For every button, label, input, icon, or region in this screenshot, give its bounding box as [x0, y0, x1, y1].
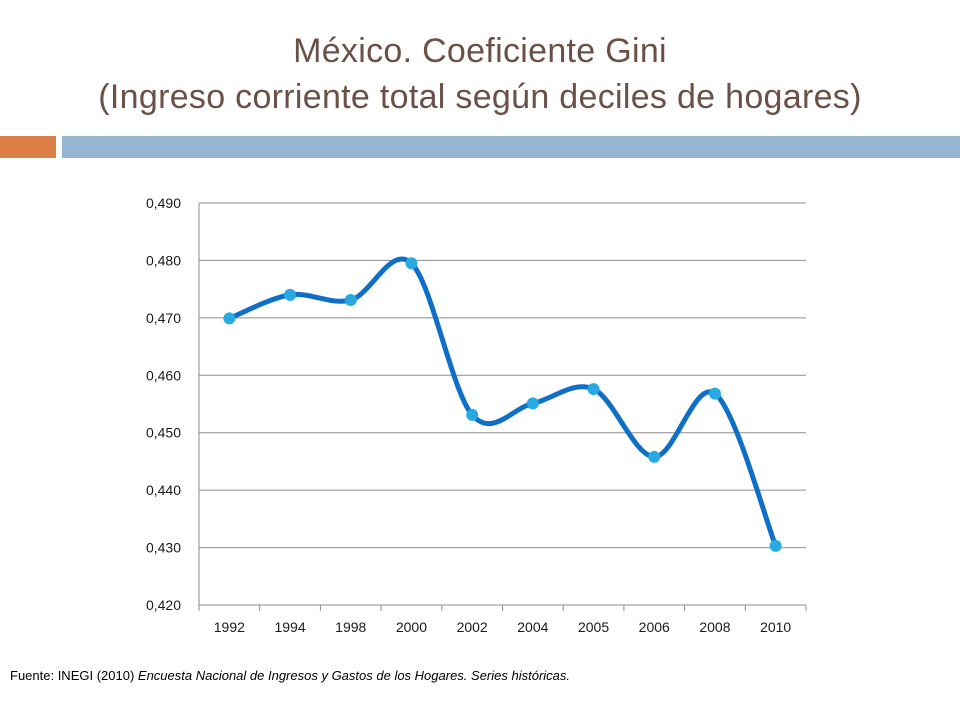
source-prefix: Fuente: INEGI (2010): [10, 668, 138, 683]
accent-bar-orange: [0, 136, 56, 158]
x-tick-label: 2010: [760, 619, 791, 635]
x-axis-tick-labels: 1992 1994 1998 2000 2002 2004 2005 2006 2008 2010: [214, 619, 792, 635]
y-tick-label: 0,470: [146, 310, 181, 326]
y-tick-label: 0,430: [146, 540, 181, 556]
data-point-marker: [405, 257, 418, 270]
gini-series-markers: [223, 257, 782, 552]
data-point-marker: [769, 539, 782, 552]
x-tick-label: 1998: [335, 619, 366, 635]
accent-bar-blue: [62, 136, 960, 158]
x-tick-label: 2004: [517, 619, 548, 635]
x-tick-label: 2002: [457, 619, 488, 635]
data-point-marker: [344, 294, 357, 307]
y-tick-label: 0,490: [146, 195, 181, 211]
data-point-marker: [648, 450, 661, 463]
gini-series-line: [226, 256, 779, 549]
data-point-marker: [587, 383, 600, 396]
source-note: Fuente: INEGI (2010) Encuesta Nacional d…: [10, 668, 570, 683]
x-tick-label: 2008: [699, 619, 730, 635]
source-title: Encuesta Nacional de Ingresos y Gastos d…: [137, 668, 571, 683]
slide-title: México. Coeficiente Gini (Ingreso corrie…: [0, 28, 960, 120]
chart-axes: [198, 203, 807, 611]
data-point-marker: [526, 397, 539, 410]
data-point-marker: [708, 387, 721, 400]
y-tick-label: 0,480: [146, 252, 181, 268]
y-tick-label: 0,450: [146, 425, 181, 441]
title-line-2: (Ingreso corriente total según deciles d…: [98, 78, 862, 116]
y-tick-label: 0,440: [146, 482, 181, 498]
x-tick-label: 2005: [578, 619, 609, 635]
title-line-1: México. Coeficiente Gini: [293, 32, 667, 70]
x-tick-label: 1992: [214, 619, 245, 635]
data-point-marker: [223, 312, 236, 325]
data-point-marker: [284, 288, 297, 301]
data-point-marker: [466, 408, 479, 421]
x-tick-label: 1994: [274, 619, 305, 635]
chart-gridlines: [199, 202, 806, 549]
x-tick-label: 2006: [639, 619, 670, 635]
y-tick-label: 0,420: [146, 597, 181, 613]
x-tick-label: 2000: [396, 619, 427, 635]
y-tick-label: 0,460: [146, 367, 181, 383]
y-axis-tick-labels: 0,420 0,430 0,440 0,450 0,460 0,470 0,480 0,490: [146, 195, 181, 613]
